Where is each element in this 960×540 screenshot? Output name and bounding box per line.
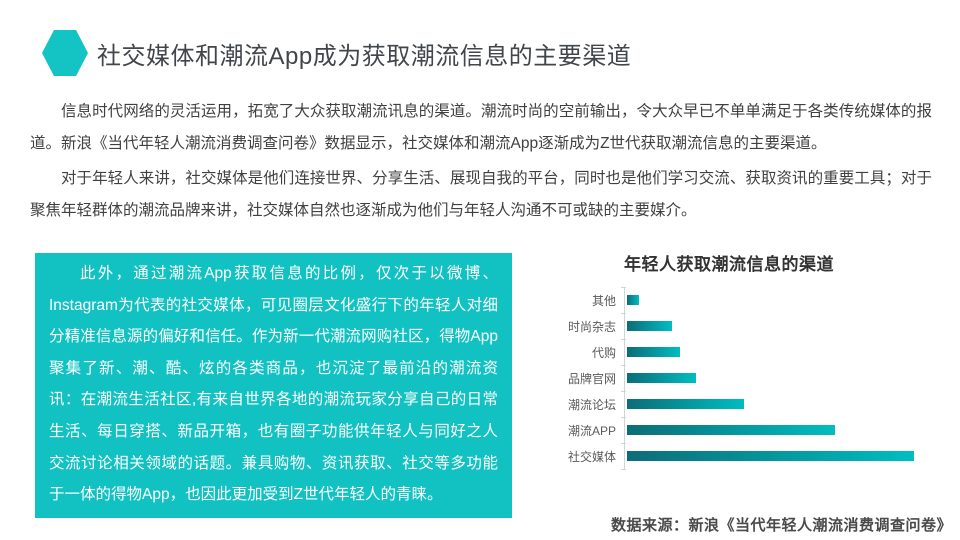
chart-row: 社交媒体	[540, 443, 952, 470]
chart-row: 代购	[540, 339, 952, 366]
title-block: 社交媒体和潮流App成为获取潮流信息的主要渠道	[42, 30, 631, 76]
axis-and-bar-track	[621, 339, 914, 366]
category-label: 时尚杂志	[567, 319, 616, 334]
bar-other	[627, 295, 639, 305]
highlight-box-text: 此外，通过潮流App获取信息的比例，仅次于以微博、Instagram为代表的社交…	[49, 265, 498, 504]
bar-fashion-magazine	[627, 321, 672, 331]
category-label: 潮流论坛	[567, 397, 616, 412]
bar-trend-app	[627, 425, 836, 435]
hexagon-bullet-icon	[42, 30, 88, 76]
chart-row: 潮流APP	[540, 417, 952, 444]
chart-row: 品牌官网	[540, 365, 952, 392]
bar-trend-forum	[627, 399, 745, 409]
chart-title: 年轻人获取潮流信息的渠道	[624, 255, 834, 274]
highlight-box: 此外，通过潮流App获取信息的比例，仅次于以微博、Instagram为代表的社交…	[35, 253, 512, 518]
data-source-note: 数据来源：新浪《当代年轻人潮流消费调查问卷》	[610, 517, 952, 534]
axis-and-bar-track	[621, 286, 914, 314]
category-label: 代购	[591, 345, 616, 360]
body-text: 信息时代网络的灵活运用，拓宽了大众获取潮流讯息的渠道。潮流时尚的空前输出，令大众…	[30, 96, 932, 230]
paragraph-1: 信息时代网络的灵活运用，拓宽了大众获取潮流讯息的渠道。潮流时尚的空前输出，令大众…	[30, 103, 932, 152]
axis-and-bar-track	[621, 443, 914, 470]
category-label: 其他	[591, 293, 616, 308]
page-title: 社交媒体和潮流App成为获取潮流信息的主要渠道	[97, 42, 632, 70]
chart-plot-area: 其他 时尚杂志 代购 品牌官网	[540, 286, 952, 470]
axis-and-bar-track	[621, 391, 914, 418]
paragraph-2: 对于年轻人来讲，社交媒体是他们连接世界、分享生活、展现自我的平台，同时也是他们学…	[30, 170, 932, 219]
bar-brand-official-site	[627, 373, 697, 383]
chart-row: 其他	[540, 286, 952, 314]
axis-and-bar-track	[621, 313, 914, 340]
category-label: 品牌官网	[567, 371, 616, 386]
axis-and-bar-track	[621, 417, 914, 444]
bar-social-media	[627, 451, 914, 461]
bar-daigou	[627, 347, 681, 357]
channel-bar-chart: 年轻人获取潮流信息的渠道 其他 时尚杂志 代购	[540, 250, 952, 470]
axis-and-bar-track	[621, 365, 914, 392]
category-label: 社交媒体	[567, 449, 616, 464]
category-label: 潮流APP	[567, 423, 616, 438]
chart-row: 时尚杂志	[540, 313, 952, 340]
chart-row: 潮流论坛	[540, 391, 952, 418]
